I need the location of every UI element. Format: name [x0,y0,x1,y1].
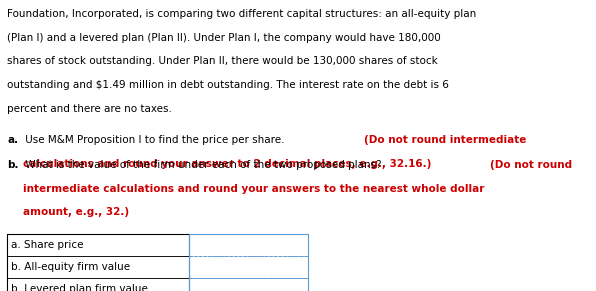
Text: (Do not round: (Do not round [491,160,572,170]
Bar [7,278,189,291]
Text: b.: b. [7,160,18,170]
Bar [7,256,189,278]
Text: percent and there are no taxes.: percent and there are no taxes. [7,104,172,114]
Text: (Plan I) and a levered plan (Plan II). Under Plan I, the company would have 180,: (Plan I) and a levered plan (Plan II). U… [7,33,441,42]
Text: outstanding and $1.49 million in debt outstanding. The interest rate on the debt: outstanding and $1.49 million in debt ou… [7,80,449,90]
Bar [189,256,308,278]
Bar [189,234,308,256]
Text: amount, e.g., 32.): amount, e.g., 32.) [23,207,129,217]
Text: a. Share price: a. Share price [11,240,84,250]
Bar [7,234,189,256]
Bar [7,234,189,291]
Text: shares of stock outstanding. Under Plan II, there would be 130,000 shares of sto: shares of stock outstanding. Under Plan … [7,56,438,66]
Text: What is the value of the firm under each of the two proposed plans?: What is the value of the firm under each… [22,160,385,170]
Text: calculations and round your answer to 2 decimal places, e.g., 32.16.): calculations and round your answer to 2 … [23,159,431,169]
Text: b. Levered plan firm value: b. Levered plan firm value [11,284,148,291]
Bar [189,278,308,291]
Text: intermediate calculations and round your answers to the nearest whole dollar: intermediate calculations and round your… [23,184,484,194]
Text: Foundation, Incorporated, is comparing two different capital structures: an all-: Foundation, Incorporated, is comparing t… [7,9,476,19]
Text: b. All-equity firm value: b. All-equity firm value [11,262,131,272]
Bar [189,234,308,291]
Text: (Do not round intermediate: (Do not round intermediate [364,135,527,145]
Text: Use M&M Proposition I to find the price per share.: Use M&M Proposition I to find the price … [21,135,287,145]
Text: a.: a. [7,135,18,145]
